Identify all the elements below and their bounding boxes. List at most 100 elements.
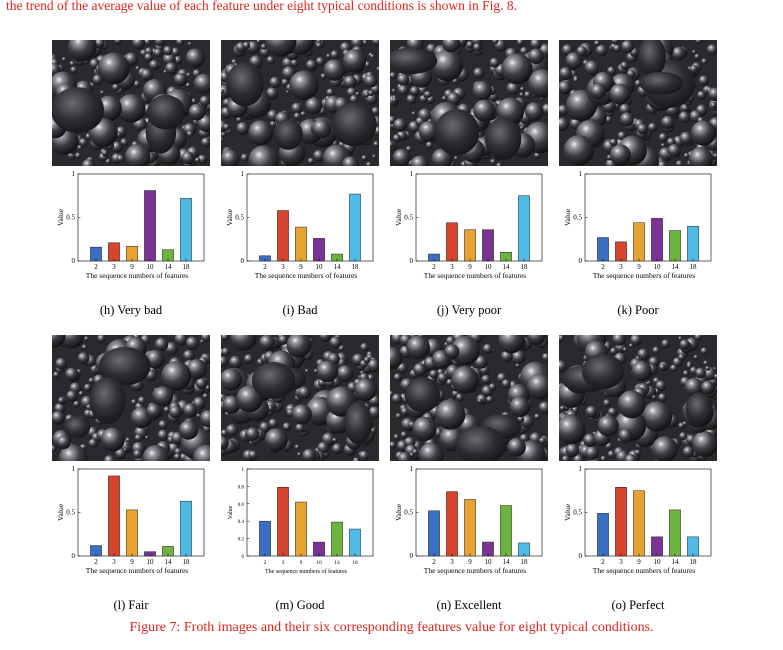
froth-bubble [316, 360, 339, 383]
froth-bubble [305, 59, 317, 71]
bar-3 [446, 222, 458, 262]
froth-bubble [291, 102, 303, 114]
subfigure-caption: (l) Fair [113, 598, 149, 612]
froth-bubble [624, 453, 638, 461]
y-axis-label: Value [394, 208, 403, 226]
froth-bubble [143, 40, 152, 46]
feature-bar-chart: 0 0.5 1 Value 2 3 9 10 14 18 The sequence numbers … [390, 170, 548, 290]
x-axis-label: The sequence numbers of features [424, 271, 527, 280]
froth-bubble [472, 80, 493, 101]
y-tick-label: 0.5 [66, 509, 75, 517]
froth-bubble [390, 441, 397, 449]
froth-bubble [221, 149, 240, 166]
froth-bubble [559, 117, 569, 131]
x-tick-label: 18 [183, 263, 191, 271]
froth-bubble [114, 40, 123, 45]
x-tick-label: 18 [183, 558, 191, 566]
x-tick-label: 10 [316, 263, 324, 271]
froth-bubble [265, 40, 297, 57]
froth-bubble [671, 46, 686, 61]
froth-bubble [675, 160, 684, 166]
subfigure-caption: (h) Very bad [99, 303, 163, 317]
froth-bubble [77, 352, 90, 365]
froth-bubble [373, 141, 379, 148]
froth-bubble [559, 80, 572, 95]
froth-bubble [163, 45, 173, 56]
froth-bubble [393, 118, 407, 132]
froth-bubble [691, 431, 717, 458]
froth-bubble [607, 450, 616, 459]
y-tick-label: 0.8 [238, 485, 245, 490]
froth-bubble [229, 355, 242, 369]
froth-bubble [682, 370, 690, 377]
y-tick-label: 0.5 [573, 214, 582, 222]
froth-bubble [597, 415, 619, 437]
froth-bubble [410, 155, 429, 166]
x-tick-label: 14 [672, 558, 680, 566]
froth-bubble [304, 369, 309, 374]
figure-caption: Figure 7: Froth images and their six cor… [129, 620, 654, 635]
froth-bubble [97, 52, 130, 85]
froth-bubble [221, 368, 243, 391]
froth-bubble [618, 428, 633, 443]
x-tick-label: 18 [521, 263, 529, 271]
froth-large-bubble [331, 102, 377, 147]
froth-bubble [706, 44, 717, 56]
froth-bubble [52, 371, 60, 379]
froth-bubble [116, 154, 125, 163]
froth-bubble [221, 347, 230, 357]
froth-bubble [509, 396, 531, 418]
froth-bubble [222, 395, 241, 414]
bar-10 [144, 190, 156, 262]
froth-bubble [527, 335, 546, 346]
froth-bubble [481, 374, 491, 385]
froth-image [221, 335, 379, 461]
x-tick-label: 2 [94, 263, 98, 271]
x-tick-label: 9 [130, 263, 134, 271]
bar-18 [180, 500, 192, 557]
x-tick-label: 9 [300, 560, 303, 566]
froth-bubble [55, 357, 68, 370]
froth-bubble [473, 99, 496, 122]
froth-bubble [269, 121, 277, 128]
froth-bubble [519, 125, 525, 130]
froth-bubble [221, 131, 227, 138]
froth-bubble [58, 397, 65, 404]
froth-bubble [61, 56, 67, 62]
x-tick-label: 18 [352, 560, 358, 566]
froth-bubble [103, 455, 116, 461]
froth-bubble [442, 40, 461, 53]
y-axis-label: Value [563, 503, 572, 521]
froth-bubble [194, 157, 201, 163]
froth-bubble [221, 136, 224, 143]
froth-bubble [300, 111, 307, 117]
froth-bubble [65, 367, 79, 381]
x-tick-label: 9 [468, 558, 472, 566]
froth-bubble [454, 156, 459, 161]
froth-bubble [146, 403, 162, 419]
froth-bubble [474, 355, 488, 369]
froth-bubble [74, 152, 82, 159]
froth-bubble [710, 102, 717, 109]
froth-bubble [78, 138, 88, 147]
froth-bubble [293, 112, 301, 120]
y-tick-label: 1 [72, 465, 76, 473]
x-tick-label: 18 [690, 558, 698, 566]
froth-bubble [133, 80, 141, 88]
froth-bubble [590, 83, 607, 100]
froth-bubble [391, 393, 403, 404]
froth-bubble [705, 365, 711, 371]
subfigure-caption: (n) Excellent [436, 598, 502, 612]
froth-bubble [354, 378, 377, 401]
bar-3 [277, 210, 289, 262]
froth-bubble [563, 135, 594, 166]
froth-bubble [424, 90, 432, 99]
froth-bubble [281, 78, 289, 87]
froth-bubble [115, 448, 127, 460]
froth-bubble [630, 335, 642, 346]
y-tick-label: 0 [242, 555, 245, 560]
subfigure-panel: 0 0.5 1 Value 2 3 9 10 14 18 The sequence numbers … [390, 335, 548, 615]
froth-bubble [248, 145, 279, 166]
froth-bubble [609, 83, 631, 105]
feature-bar-chart: 0 0.5 1 Value 2 3 9 10 14 18 The sequence numbers … [221, 170, 379, 290]
